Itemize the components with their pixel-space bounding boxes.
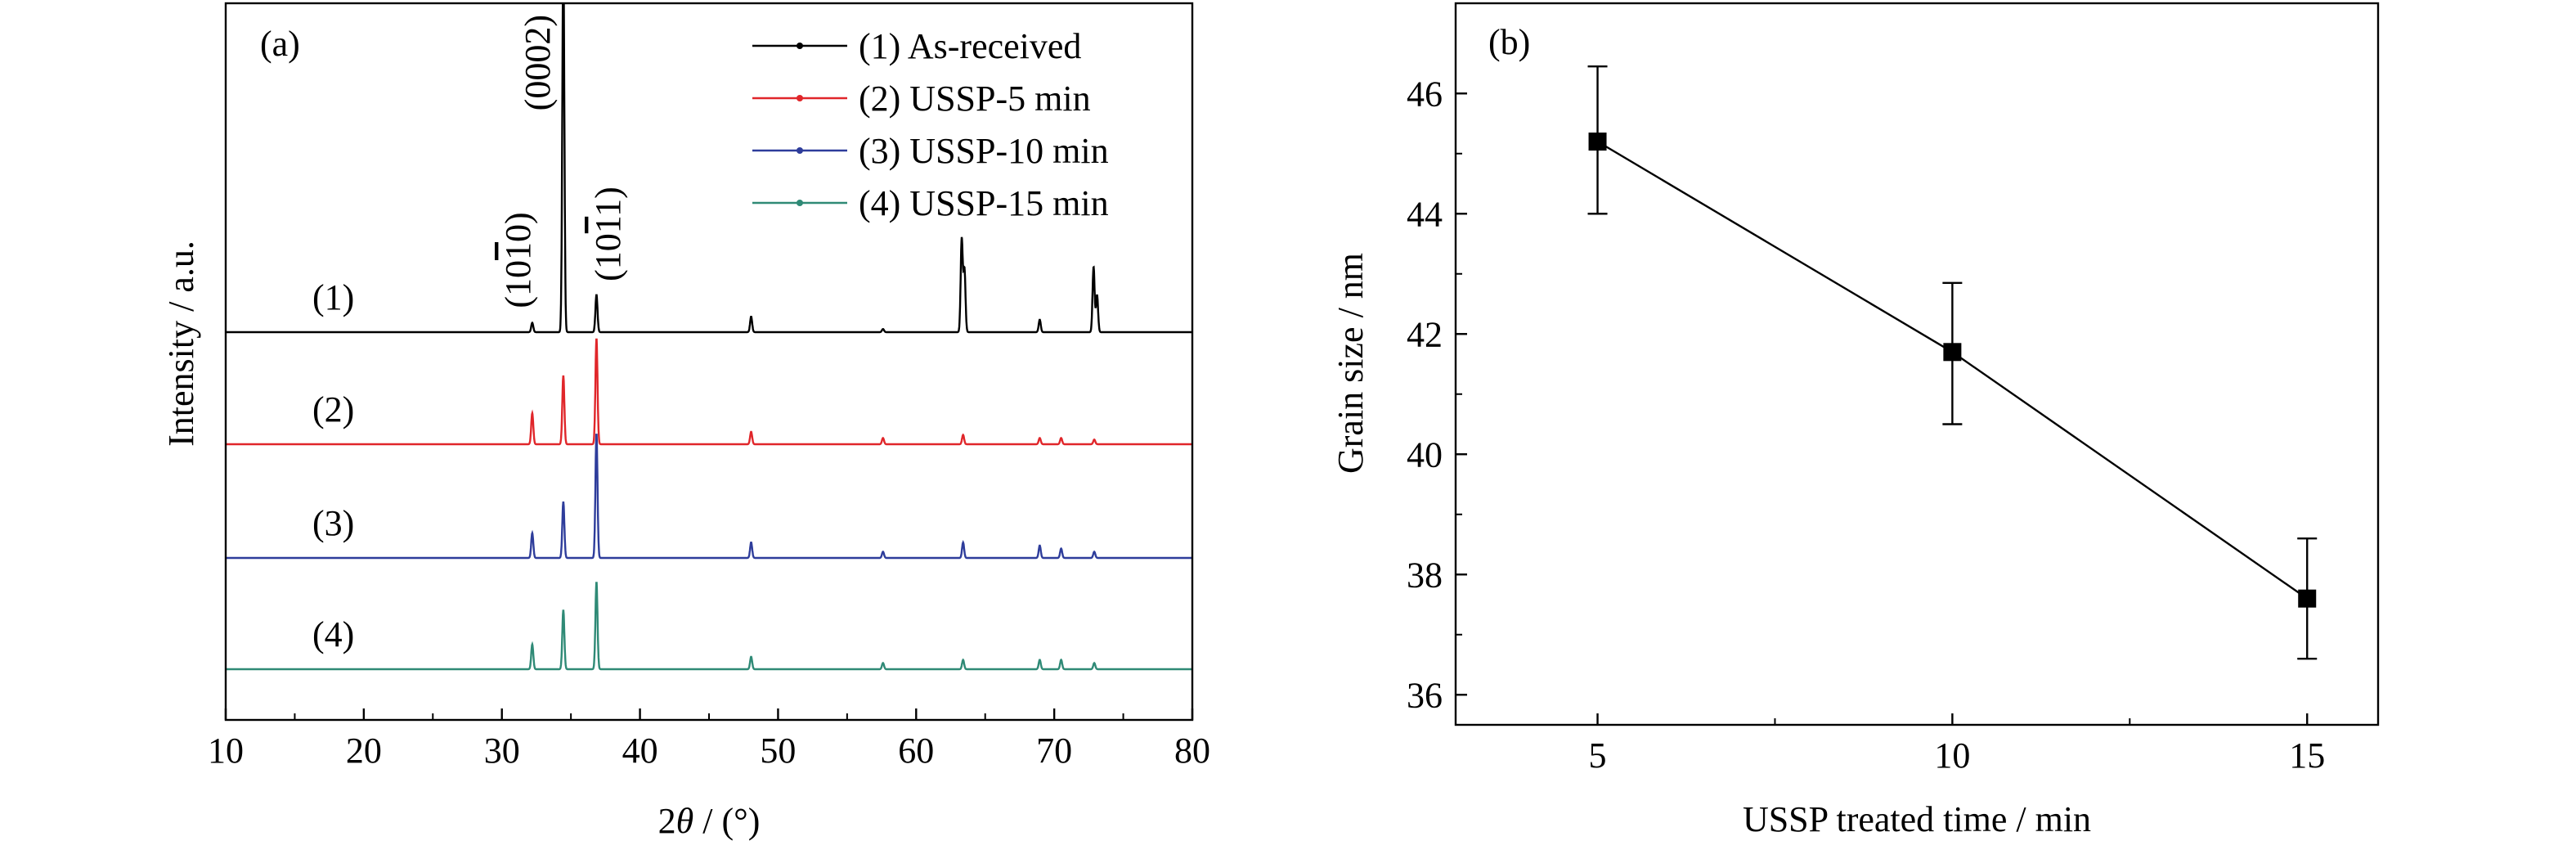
series-curve-1 [226, 3, 1192, 334]
legend-marker-4 [797, 200, 803, 206]
legend-entry-3: (3) USSP-10 min [859, 131, 1109, 171]
series-curve-3 [226, 434, 1192, 560]
legend-entry-4: (4) USSP-15 min [859, 183, 1109, 223]
panel-a-xtick-label: 80 [1174, 731, 1210, 771]
curve-label-1: (1) [312, 277, 354, 317]
panel-b-ylabel: Grain size / nm [1331, 253, 1371, 474]
panel-b-ytick-label: 40 [1407, 434, 1443, 474]
panel-a-xtick-label: 30 [484, 731, 520, 771]
panel-a-xtick-label: 10 [208, 731, 244, 771]
panel-b-frame [1454, 2, 2380, 726]
legend-entry-2: (2) USSP-5 min [859, 79, 1091, 119]
panel-b-xtick-label: 15 [2289, 735, 2325, 776]
panel-b-data-point [2298, 589, 2317, 608]
panel-a-tag: (a) [260, 24, 300, 64]
panel-b-data-point [1943, 343, 1962, 362]
panel-b-ytick-label: 38 [1407, 555, 1443, 595]
panel-b-xtick-label: 10 [1934, 735, 1970, 776]
panel-b-ytick-label: 42 [1407, 314, 1443, 354]
panel-b-data-point [1588, 133, 1607, 151]
panel-a-xtick-label: 40 [622, 731, 658, 771]
curve-label-3: (3) [312, 503, 354, 543]
panel-b-xlabel: USSP treated time / min [1743, 799, 2091, 839]
legend-marker-1 [797, 43, 803, 49]
panel-a-xtick-label: 20 [346, 731, 382, 771]
peak-label-hkl-1010: (1010) [498, 212, 538, 308]
panel-a-xtick-label: 70 [1036, 731, 1072, 771]
curve-label-2: (2) [312, 389, 354, 429]
legend-marker-3 [797, 147, 803, 154]
series-curve-2 [226, 338, 1192, 446]
legend-entry-1: (1) As-received [859, 26, 1081, 66]
series-curve-4 [226, 582, 1192, 671]
panel-a-xtick-label: 60 [898, 731, 934, 771]
peak-label-hkl-1011: (1011) [588, 187, 628, 281]
panel-b-ytick-label: 44 [1407, 194, 1443, 234]
peak-label-0002: (0002) [518, 15, 558, 110]
panel-b-ytick-label: 36 [1407, 675, 1443, 715]
panel-b-xtick-label: 5 [1589, 735, 1607, 776]
panel-b-ytick-label: 46 [1407, 74, 1443, 114]
panel-a-ylabel: Intensity / a.u. [161, 241, 201, 447]
panel-a-xtick-label: 50 [760, 731, 796, 771]
panel-b-tag: (b) [1488, 22, 1530, 62]
legend-marker-2 [797, 95, 803, 101]
panel-a-xlabel: 2θ / (°) [658, 801, 761, 841]
curve-label-4: (4) [312, 614, 354, 654]
